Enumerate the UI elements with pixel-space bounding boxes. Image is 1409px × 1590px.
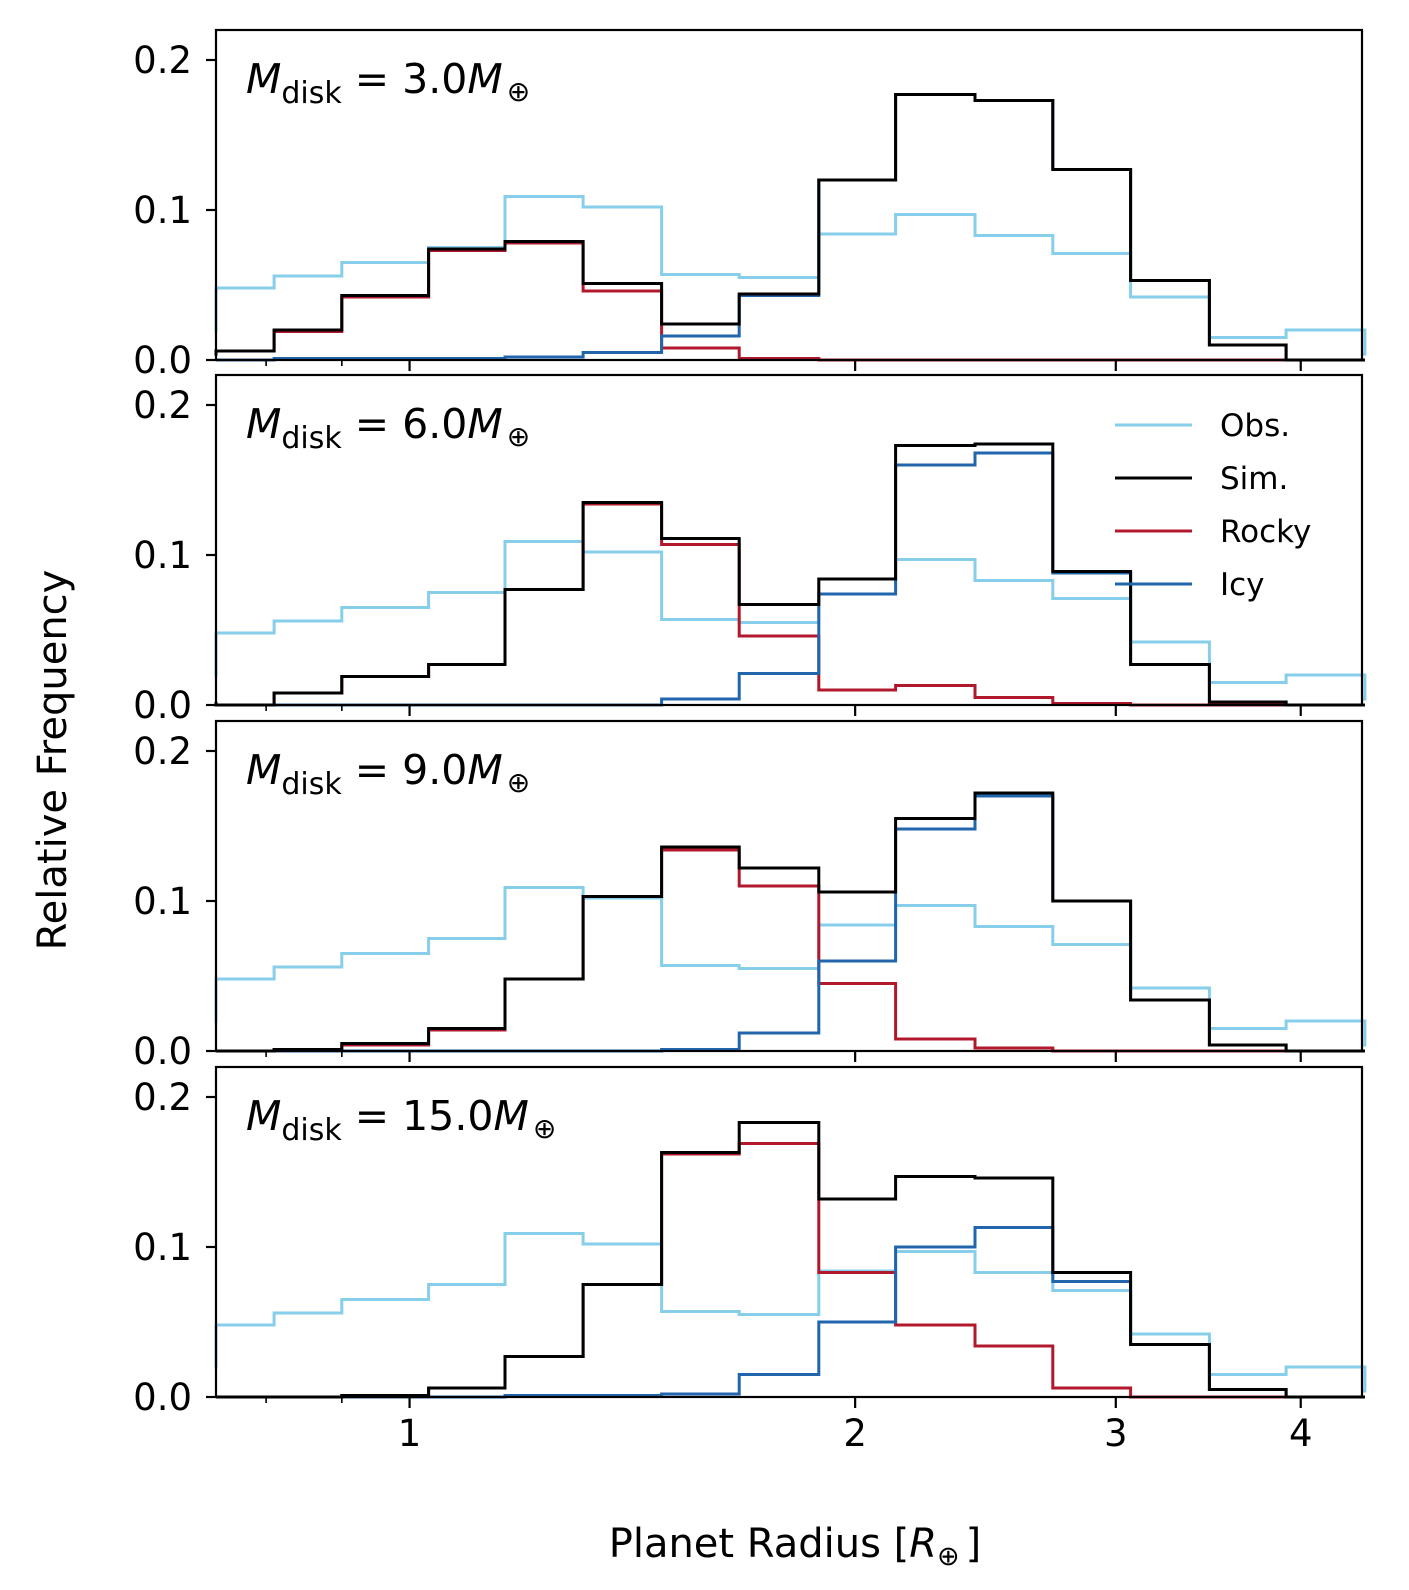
panel-annotation: Mdisk = 3.0M ⊕ [246, 55, 530, 111]
x-axis-label-main: Planet Radius [ [609, 1521, 910, 1567]
y-tick-label: 0.1 [133, 189, 192, 232]
annotation-value: = 9.0 [342, 746, 468, 794]
series-line-sim [214, 442, 1365, 707]
panel-frame [214, 373, 1364, 707]
x-axis-label-var: R [909, 1521, 937, 1567]
annotation-var: M [246, 55, 281, 103]
x-tick-label: 4 [1289, 1412, 1313, 1455]
annotation-sub: disk [281, 767, 342, 802]
y-tick-label: 0.0 [133, 339, 192, 382]
panel-3: 0.00.10.2 Mdisk = 9.0M ⊕ [133, 719, 1367, 1073]
y-tick-label: 0.1 [133, 880, 192, 923]
y-axis-label: Relative Frequency [30, 570, 76, 951]
annotation-value: = 3.0 [342, 55, 468, 103]
series-line-sim [216, 791, 1365, 1053]
y-tick-label: 0.0 [133, 1376, 192, 1419]
annotation-sub: disk [281, 421, 342, 456]
annotation-unit-var: M [467, 746, 502, 794]
y-tick-label: 0.2 [133, 730, 192, 773]
legend-label-obs: Obs. [1220, 408, 1290, 444]
x-tick-label: 1 [398, 1412, 422, 1455]
x-axis-label: Planet Radius [R⊕] [609, 1521, 982, 1572]
panel-frame [214, 28, 1364, 362]
annotation-unit-sub: ⊕ [507, 75, 530, 108]
series-line-sim [214, 93, 1365, 362]
y-tick-label: 0.1 [133, 534, 192, 577]
annotation-unit-sub: ⊕ [507, 420, 530, 453]
annotation-value: = 6.0 [342, 400, 468, 448]
legend-label-sim: Sim. [1220, 461, 1288, 497]
annotation-sub: disk [281, 1113, 342, 1148]
legend: Obs. Sim. Rocky Icy [1115, 408, 1311, 603]
y-tick-label: 0.0 [133, 1030, 192, 1073]
panels: 0.00.10.2 Mdisk = 3.0M ⊕0.00.10.2 Mdisk = 6… [133, 28, 1367, 1455]
annotation-unit-var: M [467, 55, 502, 103]
annotation-unit-var: M [467, 400, 502, 448]
annotation-sub: disk [281, 76, 342, 111]
y-tick-label: 0.2 [133, 39, 192, 82]
x-tick-label: 3 [1104, 1412, 1128, 1455]
x-tick-label: 2 [843, 1412, 867, 1455]
legend-label-icy: Icy [1220, 567, 1265, 603]
x-axis-label-sub: ⊕ [937, 1541, 960, 1572]
annotation-unit-sub: ⊕ [507, 766, 530, 799]
x-axis-label-close: ] [966, 1521, 982, 1567]
annotation-value: = 15.0 [342, 1092, 494, 1140]
annotation-unit-sub: ⊕ [533, 1112, 556, 1145]
panel-frame [214, 719, 1364, 1053]
y-tick-label: 0.2 [133, 384, 192, 427]
panel-annotation: Mdisk = 9.0M ⊕ [246, 746, 530, 802]
panel-1: 0.00.10.2 Mdisk = 3.0M ⊕ [133, 28, 1367, 382]
series-line-sim [216, 1121, 1365, 1399]
legend-label-rocky: Rocky [1220, 514, 1311, 550]
panel-frame [214, 1065, 1364, 1399]
y-tick-label: 0.1 [133, 1226, 192, 1269]
panel-annotation: Mdisk = 15.0M ⊕ [246, 1092, 556, 1148]
annotation-var: M [246, 400, 281, 448]
y-tick-label: 0.0 [133, 684, 192, 727]
annotation-unit-var: M [493, 1092, 528, 1140]
y-tick-label: 0.2 [133, 1076, 192, 1119]
panel-annotation: Mdisk = 6.0M ⊕ [246, 400, 530, 456]
annotation-var: M [246, 746, 281, 794]
annotation-var: M [246, 1092, 281, 1140]
